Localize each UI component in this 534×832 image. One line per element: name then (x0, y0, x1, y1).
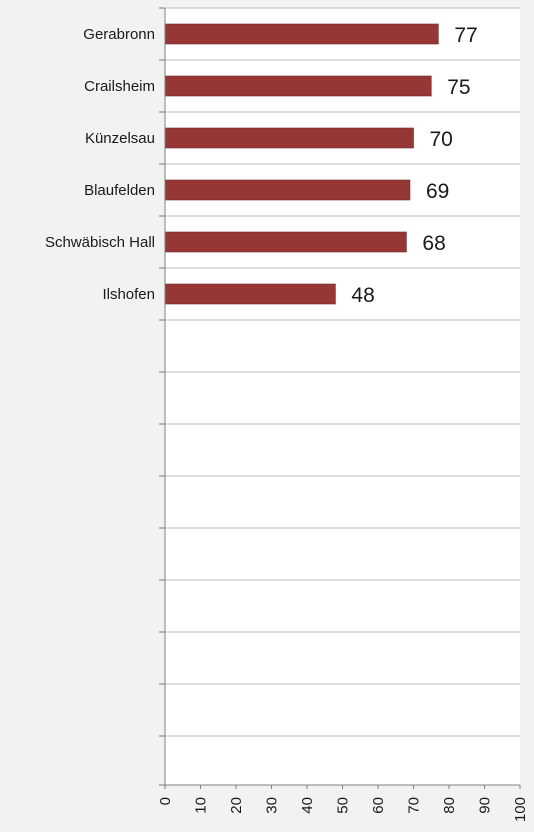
x-tick-label: 100 (512, 797, 529, 822)
value-label: 69 (426, 180, 449, 203)
category-label: Künzelsau (85, 130, 155, 147)
x-tick-label: 80 (441, 797, 458, 814)
value-label: 77 (454, 24, 477, 47)
bar (164, 179, 411, 201)
value-label: 48 (351, 284, 374, 307)
category-label: Ilshofen (102, 286, 155, 303)
category-label: Crailsheim (84, 78, 155, 95)
category-label: Schwäbisch Hall (45, 234, 155, 251)
bar (164, 127, 414, 149)
x-tick-label: 30 (264, 797, 281, 814)
x-tick-label: 20 (228, 797, 245, 814)
bar (164, 231, 407, 253)
bars (164, 23, 439, 305)
category-label: Gerabronn (83, 26, 155, 43)
x-tick-label: 0 (157, 797, 174, 805)
bar (164, 283, 336, 305)
category-labels: Gerabronn Crailsheim Künzelsau Blaufelden Sc… (45, 26, 155, 303)
value-label: 70 (430, 128, 453, 151)
x-tick-label: 70 (406, 797, 423, 814)
x-tick-label: 40 (299, 797, 316, 814)
x-tick-labels: 0 10 20 30 40 50 60 70 80 90 100 (157, 785, 529, 822)
value-label: 68 (422, 232, 445, 255)
plot-area (165, 8, 520, 785)
value-labels: 77 75 70 69 68 48 (351, 24, 477, 307)
x-tick-label: 50 (335, 797, 352, 814)
x-tick-label: 60 (370, 797, 387, 814)
category-label: Blaufelden (84, 182, 155, 199)
x-tick-label: 10 (193, 797, 210, 814)
bar (164, 75, 432, 97)
bar (164, 23, 439, 45)
x-tick-label: 90 (477, 797, 494, 814)
value-label: 75 (447, 76, 470, 99)
